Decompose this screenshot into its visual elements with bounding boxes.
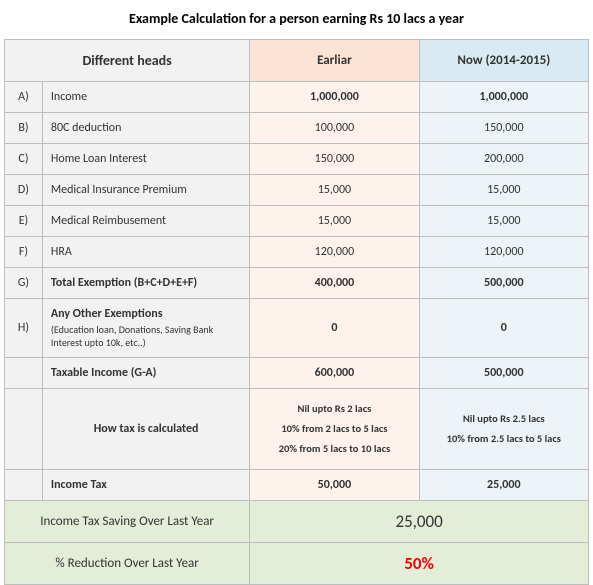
summary-row: % Reduction Over Last Year 50%: [5, 542, 589, 584]
row-letter: E): [5, 206, 43, 237]
row-head: Income Tax: [42, 469, 249, 500]
calc-line: 10% from 2.5 lacs to 5 lacs: [424, 429, 584, 449]
summary-saving-value: 25,000: [250, 500, 589, 542]
cell-earlier: 100,000: [250, 113, 419, 144]
cell-now: Nil upto Rs 2.5 lacs 10% from 2.5 lacs t…: [419, 389, 588, 470]
cell-earlier: 600,000: [250, 358, 419, 389]
cell-earlier: 120,000: [250, 237, 419, 268]
table-row: Income Tax 50,000 25,000: [5, 469, 589, 500]
summary-pct-label: % Reduction Over Last Year: [5, 542, 250, 584]
table-row: B) 80C deduction 100,000 150,000: [5, 113, 589, 144]
row-letter: H): [5, 299, 43, 358]
summary-row: Income Tax Saving Over Last Year 25,000: [5, 500, 589, 542]
cell-earlier: 150,000: [250, 144, 419, 175]
cell-now: 15,000: [419, 206, 588, 237]
row-letter: [5, 389, 43, 470]
page-title: Example Calculation for a person earning…: [0, 0, 593, 39]
cell-earlier: 15,000: [250, 175, 419, 206]
table-row: E) Medical Reimbusement 15,000 15,000: [5, 206, 589, 237]
calc-line: 20% from 5 lacs to 10 lacs: [254, 439, 414, 459]
row-letter: G): [5, 268, 43, 299]
row-letter: F): [5, 237, 43, 268]
cell-now: 1,000,000: [419, 82, 588, 113]
cell-now: 500,000: [419, 268, 588, 299]
col-header-earlier: Earliar: [250, 40, 419, 82]
cell-now: 120,000: [419, 237, 588, 268]
row-head: Taxable Income (G-A): [42, 358, 249, 389]
calc-line: Nil upto Rs 2 lacs: [254, 399, 414, 419]
cell-now: 500,000: [419, 358, 588, 389]
table-row: How tax is calculated Nil upto Rs 2 lacs…: [5, 389, 589, 470]
row-head: How tax is calculated: [42, 389, 249, 470]
summary-pct-value: 50%: [250, 542, 589, 584]
cell-earlier: Nil upto Rs 2 lacs 10% from 2 lacs to 5 …: [250, 389, 419, 470]
table-row: D) Medical Insurance Premium 15,000 15,0…: [5, 175, 589, 206]
table-row: C) Home Loan Interest 150,000 200,000: [5, 144, 589, 175]
cell-earlier: 15,000: [250, 206, 419, 237]
cell-now: 150,000: [419, 113, 588, 144]
row-head-main: Any Other Exemptions: [51, 307, 163, 321]
cell-now: 0: [419, 299, 588, 358]
cell-earlier: 1,000,000: [250, 82, 419, 113]
row-letter: A): [5, 82, 43, 113]
cell-earlier: 400,000: [250, 268, 419, 299]
cell-now: 25,000: [419, 469, 588, 500]
row-head: HRA: [42, 237, 249, 268]
row-head: Total Exemption (B+C+D+E+F): [42, 268, 249, 299]
row-head-sub: (Education loan, Donations, Saving Bank …: [51, 323, 241, 349]
row-letter: [5, 469, 43, 500]
table-row: Taxable Income (G-A) 600,000 500,000: [5, 358, 589, 389]
row-letter: D): [5, 175, 43, 206]
row-letter: B): [5, 113, 43, 144]
calc-line: 10% from 2 lacs to 5 lacs: [254, 419, 414, 439]
calc-line: Nil upto Rs 2.5 lacs: [424, 409, 584, 429]
tax-table: Different heads Earliar Now (2014-2015) …: [4, 39, 589, 585]
row-head: Medical Insurance Premium: [42, 175, 249, 206]
table-row: F) HRA 120,000 120,000: [5, 237, 589, 268]
cell-now: 15,000: [419, 175, 588, 206]
cell-earlier: 0: [250, 299, 419, 358]
row-head: Home Loan Interest: [42, 144, 249, 175]
table-row: G) Total Exemption (B+C+D+E+F) 400,000 5…: [5, 268, 589, 299]
row-head: Any Other Exemptions (Education loan, Do…: [42, 299, 249, 358]
cell-earlier: 50,000: [250, 469, 419, 500]
row-head: Medical Reimbusement: [42, 206, 249, 237]
row-letter: C): [5, 144, 43, 175]
cell-now: 200,000: [419, 144, 588, 175]
table-row: A) Income 1,000,000 1,000,000: [5, 82, 589, 113]
row-head: 80C deduction: [42, 113, 249, 144]
col-header-heads: Different heads: [5, 40, 250, 82]
row-letter: [5, 358, 43, 389]
row-head: Income: [42, 82, 249, 113]
summary-saving-label: Income Tax Saving Over Last Year: [5, 500, 250, 542]
table-row: H) Any Other Exemptions (Education loan,…: [5, 299, 589, 358]
col-header-now: Now (2014-2015): [419, 40, 588, 82]
